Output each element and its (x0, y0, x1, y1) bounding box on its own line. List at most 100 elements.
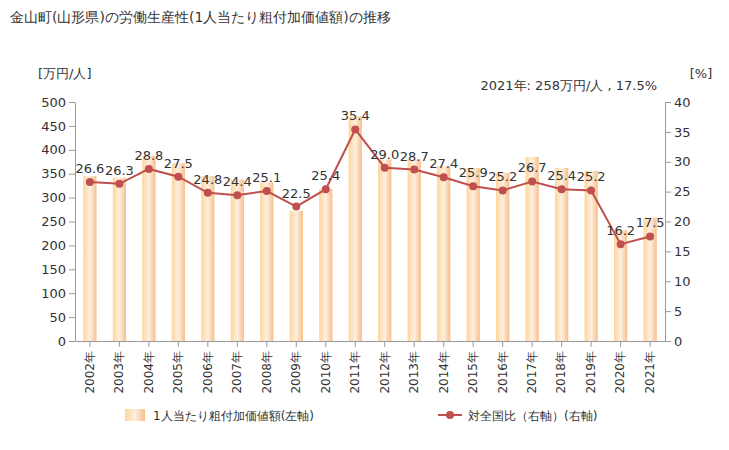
bar (172, 163, 185, 341)
bar (643, 218, 656, 341)
tick-mark (69, 150, 75, 151)
tick-label: 2011年 (348, 351, 362, 394)
data-label: 27.4 (429, 156, 458, 171)
tick-label: 2021年 (643, 351, 657, 394)
marker (292, 203, 300, 211)
axis-line (76, 341, 666, 342)
tick: 0 (58, 334, 75, 349)
tick-label: 5 (674, 304, 682, 319)
tick-label: 0 (58, 334, 66, 349)
data-label: 28.8 (134, 148, 163, 163)
tick: 300 (41, 190, 75, 205)
tick-label: 25 (674, 184, 691, 199)
tick: 150 (41, 262, 75, 277)
legend-label: 対全国比（右軸）(右軸) (468, 409, 597, 423)
tick-label: 250 (41, 214, 66, 229)
tick: 2010年 (319, 341, 333, 394)
data-label: 25.2 (577, 169, 606, 184)
tick-mark (69, 174, 75, 175)
marker (86, 178, 94, 186)
tick-mark (620, 341, 621, 347)
tick: 0 (665, 334, 682, 349)
tick: 2007年 (230, 341, 244, 394)
data-label: 26.6 (75, 161, 104, 176)
tick-mark (665, 102, 671, 103)
marker (174, 173, 182, 181)
tick-mark (69, 317, 75, 318)
tick-label: 30 (674, 154, 691, 169)
tick-mark (237, 341, 238, 347)
tick-mark (69, 126, 75, 127)
tick-mark (89, 341, 90, 347)
marker (233, 191, 241, 199)
bar (231, 179, 244, 341)
tick: 2017年 (525, 341, 539, 394)
tick: 450 (41, 119, 75, 134)
tick-label: 40 (674, 95, 691, 110)
tick: 5 (665, 304, 682, 319)
tick-mark (384, 341, 385, 347)
tick: 15 (665, 244, 691, 259)
marker (351, 125, 359, 133)
tick-mark (665, 281, 671, 282)
bar (614, 230, 627, 341)
tick: 20 (665, 214, 691, 229)
bar (585, 171, 598, 341)
bar (319, 189, 332, 341)
tick-mark (325, 341, 326, 347)
tick-label: 2017年 (525, 351, 539, 394)
tick-mark (650, 341, 651, 347)
tick-mark (148, 341, 149, 347)
data-label: 25.1 (252, 170, 281, 185)
bar (555, 168, 568, 341)
marker (499, 186, 507, 194)
tick: 25 (665, 184, 691, 199)
tick-label: 2012年 (378, 351, 392, 394)
tick: 200 (41, 238, 75, 253)
tick-label: 2007年 (230, 351, 244, 394)
tick-mark (355, 341, 356, 347)
tick-mark (207, 341, 208, 347)
tick-mark (665, 132, 671, 133)
bar (260, 182, 273, 341)
data-label: 16.2 (606, 223, 635, 238)
tick-mark (69, 293, 75, 294)
tick-label: 2009年 (289, 351, 303, 394)
tick: 2009年 (289, 341, 303, 394)
marker (204, 189, 212, 197)
tick-label: 2015年 (466, 351, 480, 394)
tick-mark (178, 341, 179, 347)
tick: 2016年 (496, 341, 510, 394)
tick-label: 300 (41, 190, 66, 205)
legend-swatch (125, 409, 145, 421)
bar (467, 168, 480, 341)
bar (437, 166, 450, 341)
data-label: 25.4 (547, 168, 576, 183)
tick-label: 400 (41, 142, 66, 157)
bar (408, 159, 421, 341)
tick-label: 350 (41, 166, 66, 181)
tick: 2004年 (142, 341, 156, 394)
legend-label: 1人当たり粗付加価値額(左軸) (153, 409, 314, 423)
data-label: 24.8 (193, 172, 222, 187)
tick-mark (665, 311, 671, 312)
tick-mark (296, 341, 297, 347)
tick-mark (266, 341, 267, 347)
legend: 1人当たり粗付加価値額(左軸) 対全国比（右軸）(右軸) (125, 409, 597, 423)
legend-item: 1人当たり粗付加価値額(左軸) (125, 409, 314, 423)
data-label: 35.4 (341, 108, 370, 123)
data-label: 28.7 (400, 149, 429, 164)
tick-mark (69, 222, 75, 223)
marker (646, 232, 654, 240)
tick-label: 50 (49, 310, 66, 325)
tick: 400 (41, 142, 75, 157)
tick-label: 2003年 (112, 351, 126, 394)
title: 金山町(山形県)の労働生産性(1人当たり粗付加価値額)の推移 (10, 9, 391, 25)
tick: 100 (41, 286, 75, 301)
tick-label: 10 (674, 274, 691, 289)
tick: 2019年 (584, 341, 598, 394)
marks (83, 116, 656, 341)
tick: 30 (665, 154, 691, 169)
tick: 2018年 (554, 341, 568, 394)
marker (115, 180, 123, 188)
